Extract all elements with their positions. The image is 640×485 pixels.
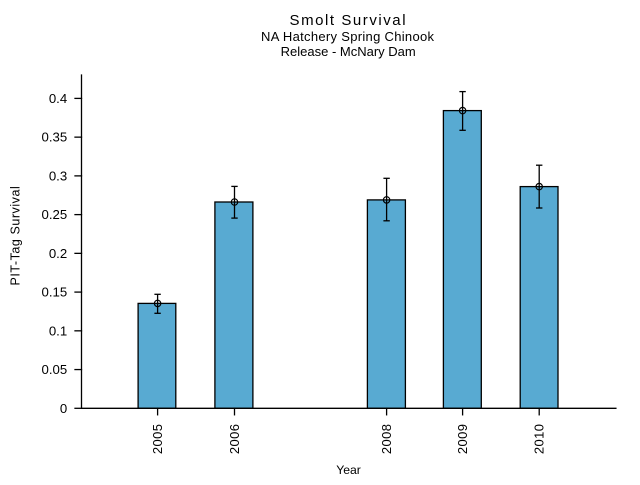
svg-text:0.2: 0.2 [49,246,67,261]
svg-text:0.25: 0.25 [42,207,68,222]
svg-text:Smolt Survival: Smolt Survival [290,12,408,29]
svg-text:0.3: 0.3 [49,168,67,183]
svg-text:2010: 2010 [532,424,547,455]
svg-text:Year: Year [336,463,361,477]
svg-text:0: 0 [60,401,67,416]
svg-text:2006: 2006 [227,424,242,455]
svg-text:2005: 2005 [150,424,165,455]
svg-text:0.15: 0.15 [42,285,68,300]
svg-text:0.35: 0.35 [42,130,68,145]
svg-text:NA Hatchery Spring Chinook: NA Hatchery Spring Chinook [261,29,434,44]
svg-text:0.4: 0.4 [49,91,67,106]
svg-text:2009: 2009 [455,424,470,455]
svg-text:Release - McNary Dam: Release - McNary Dam [281,44,416,59]
svg-text:2008: 2008 [379,424,394,455]
svg-text:0.1: 0.1 [49,323,67,338]
svg-text:PIT-Tag Survival: PIT-Tag Survival [9,186,23,286]
svg-text:0.05: 0.05 [42,362,68,377]
